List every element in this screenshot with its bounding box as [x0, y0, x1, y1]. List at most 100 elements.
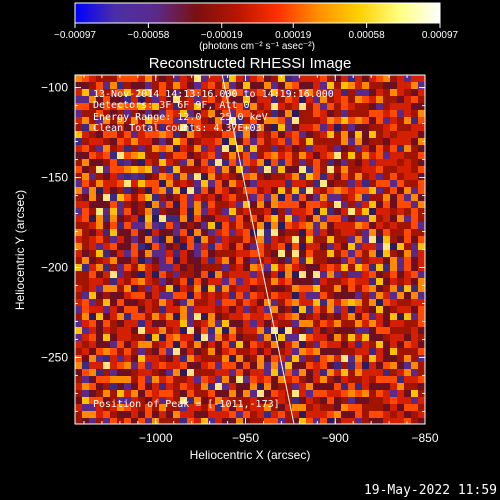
heatmap-pixel	[369, 180, 377, 188]
heatmap-pixel	[96, 201, 104, 209]
heatmap-pixel	[180, 271, 188, 279]
heatmap-pixel	[278, 320, 286, 328]
heatmap-pixel	[82, 383, 90, 391]
heatmap-pixel	[166, 215, 174, 223]
heatmap-pixel	[313, 180, 321, 188]
heatmap-pixel	[194, 82, 202, 90]
heatmap-pixel	[208, 75, 216, 83]
heatmap-pixel	[285, 376, 293, 384]
heatmap-pixel	[131, 327, 139, 335]
heatmap-pixel	[75, 341, 83, 349]
heatmap-pixel	[306, 229, 314, 237]
heatmap-pixel	[320, 369, 328, 377]
heatmap-pixel	[257, 75, 265, 83]
heatmap-pixel	[369, 404, 377, 412]
heatmap-pixel	[411, 362, 419, 370]
heatmap-pixel	[397, 236, 405, 244]
heatmap-pixel	[159, 229, 167, 237]
heatmap-pixel	[152, 278, 160, 286]
heatmap-pixel	[215, 194, 223, 202]
heatmap-pixel	[96, 355, 104, 363]
heatmap-pixel	[173, 383, 181, 391]
heatmap-pixel	[306, 320, 314, 328]
heatmap-pixel	[166, 411, 174, 419]
heatmap-pixel	[348, 89, 356, 97]
heatmap-pixel	[201, 166, 209, 174]
heatmap-pixel	[138, 236, 146, 244]
heatmap-pixel	[390, 138, 398, 146]
heatmap-pixel	[404, 404, 412, 412]
heatmap-pixel	[271, 243, 279, 251]
heatmap-pixel	[75, 215, 83, 223]
heatmap-pixel	[327, 306, 335, 314]
heatmap-pixel	[236, 341, 244, 349]
heatmap-pixel	[194, 285, 202, 293]
heatmap-pixel	[348, 404, 356, 412]
heatmap-pixel	[257, 201, 265, 209]
heatmap-pixel	[334, 404, 342, 412]
heatmap-pixel	[187, 110, 195, 118]
heatmap-pixel	[299, 285, 307, 293]
heatmap-pixel	[117, 264, 125, 272]
heatmap-pixel	[138, 250, 146, 258]
heatmap-pixel	[369, 320, 377, 328]
heatmap-pixel	[236, 166, 244, 174]
heatmap-pixel	[201, 131, 209, 139]
heatmap-pixel	[215, 397, 223, 405]
heatmap-pixel	[103, 117, 111, 125]
heatmap-pixel	[383, 166, 391, 174]
heatmap-pixel	[362, 397, 370, 405]
heatmap-pixel	[355, 334, 363, 342]
heatmap-pixel	[348, 110, 356, 118]
heatmap-pixel	[159, 215, 167, 223]
heatmap-pixel	[208, 243, 216, 251]
heatmap-pixel	[390, 82, 398, 90]
heatmap-pixel	[271, 131, 279, 139]
heatmap-pixel	[131, 103, 139, 111]
heatmap-pixel	[404, 75, 412, 83]
heatmap-pixel	[96, 124, 104, 132]
heatmap-pixel	[166, 278, 174, 286]
heatmap-pixel	[411, 180, 419, 188]
heatmap-pixel	[173, 159, 181, 167]
heatmap-pixel	[131, 243, 139, 251]
heatmap-pixel	[138, 103, 146, 111]
heatmap-pixel	[103, 110, 111, 118]
heatmap-pixel	[257, 117, 265, 125]
heatmap-pixel	[159, 278, 167, 286]
heatmap-pixel	[145, 299, 153, 307]
heatmap-pixel	[299, 313, 307, 321]
heatmap-pixel	[306, 166, 314, 174]
heatmap-pixel	[215, 138, 223, 146]
heatmap-pixel	[285, 390, 293, 398]
heatmap-pixel	[376, 173, 384, 181]
heatmap-pixel	[271, 229, 279, 237]
heatmap-pixel	[75, 201, 83, 209]
heatmap-pixel	[292, 369, 300, 377]
heatmap-pixel	[117, 369, 125, 377]
heatmap-pixel	[110, 82, 118, 90]
heatmap-pixel	[313, 250, 321, 258]
heatmap-pixel	[271, 152, 279, 160]
heatmap-pixel	[103, 145, 111, 153]
heatmap-pixel	[173, 250, 181, 258]
heatmap-pixel	[369, 306, 377, 314]
heatmap-pixel	[124, 285, 132, 293]
heatmap-pixel	[75, 82, 83, 90]
heatmap-pixel	[152, 404, 160, 412]
heatmap-pixel	[264, 208, 272, 216]
heatmap-pixel	[292, 194, 300, 202]
heatmap-pixel	[362, 215, 370, 223]
heatmap-pixel	[285, 180, 293, 188]
heatmap-pixel	[264, 250, 272, 258]
heatmap-pixel	[82, 152, 90, 160]
heatmap-pixel	[131, 152, 139, 160]
heatmap-pixel	[397, 208, 405, 216]
heatmap-pixel	[390, 404, 398, 412]
heatmap-pixel	[152, 334, 160, 342]
heatmap-pixel	[348, 236, 356, 244]
heatmap-pixel	[152, 383, 160, 391]
heatmap-pixel	[145, 138, 153, 146]
heatmap-pixel	[187, 306, 195, 314]
heatmap-pixel	[145, 215, 153, 223]
